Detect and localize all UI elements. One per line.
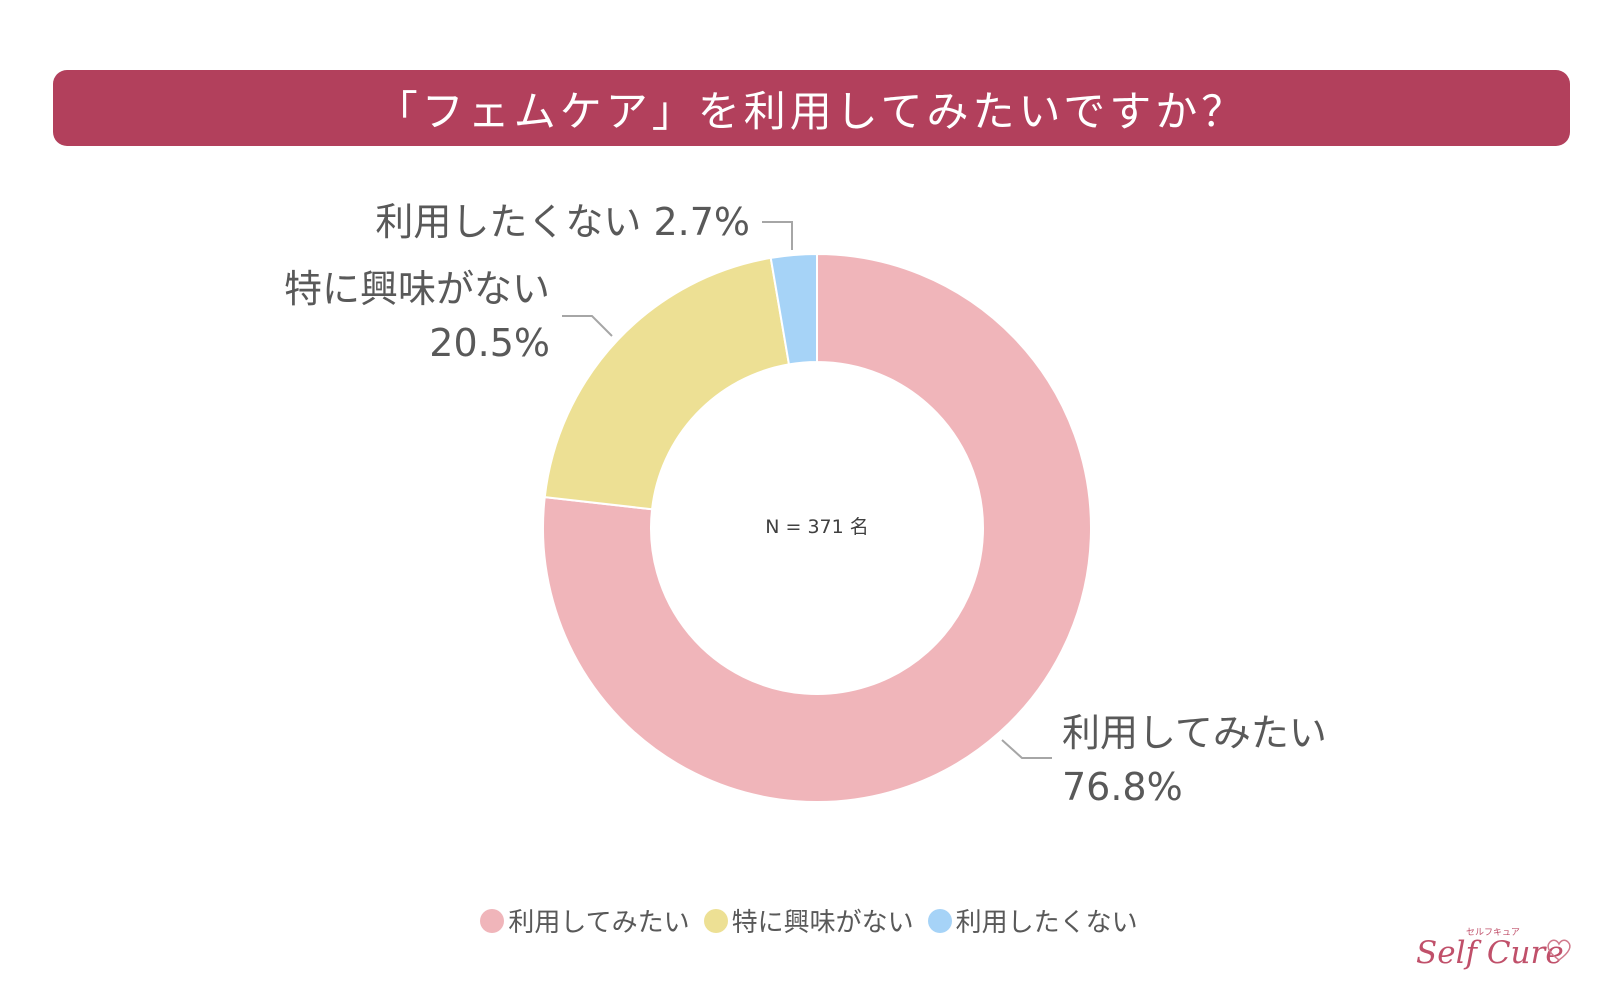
logo-small-text: セルフキュア [1466,928,1520,938]
data-label-dont-want-name: 利用したくない [375,200,642,244]
sample-size-label: N = 371 名 [765,516,869,538]
data-label-want-value: 76.8% [1062,765,1183,809]
legend-swatch-no-interest [703,908,728,933]
slice-want [542,252,1092,803]
legend-item-dont-want: 利用したくない [927,902,1138,939]
data-label-want: 利用してみたい 76.8% [1062,706,1327,814]
legend: 利用してみたい 特に興味がない 利用したくない [0,902,1618,939]
leader-line-dont-want [762,221,793,250]
data-label-no-interest-value: 20.5% [429,321,550,365]
legend-item-no-interest: 特に興味がない [703,902,914,939]
legend-label-want: 利用してみたい [508,908,690,938]
logo-main-text: Self Cure [1416,935,1564,971]
slice-no-interest [543,256,791,511]
slice-dont-want [769,252,818,366]
data-label-dont-want: 利用したくない 2.7% [300,195,750,249]
data-label-want-name: 利用してみたい [1062,711,1327,755]
legend-label-dont-want: 利用したくない [955,908,1138,938]
data-label-no-interest-name: 特に興味がない [283,267,550,311]
selfcure-logo: セルフキュア Self Cure [1416,925,1576,985]
leader-line-no-interest [562,315,613,337]
legend-swatch-dont-want [927,908,952,933]
data-label-dont-want-value: 2.7% [653,200,750,244]
title-bar: 「フェムケア」を利用してみたいですか？ [53,70,1570,146]
legend-item-want: 利用してみたい [480,902,690,939]
chart-title: 「フェムケア」を利用してみたいですか？ [375,86,1248,136]
heart-icon [1547,939,1571,961]
data-label-no-interest: 特に興味がない 20.5% [250,262,550,370]
legend-swatch-want [480,908,505,933]
leader-line-want [1001,739,1052,759]
legend-label-no-interest: 特に興味がない [731,908,914,938]
